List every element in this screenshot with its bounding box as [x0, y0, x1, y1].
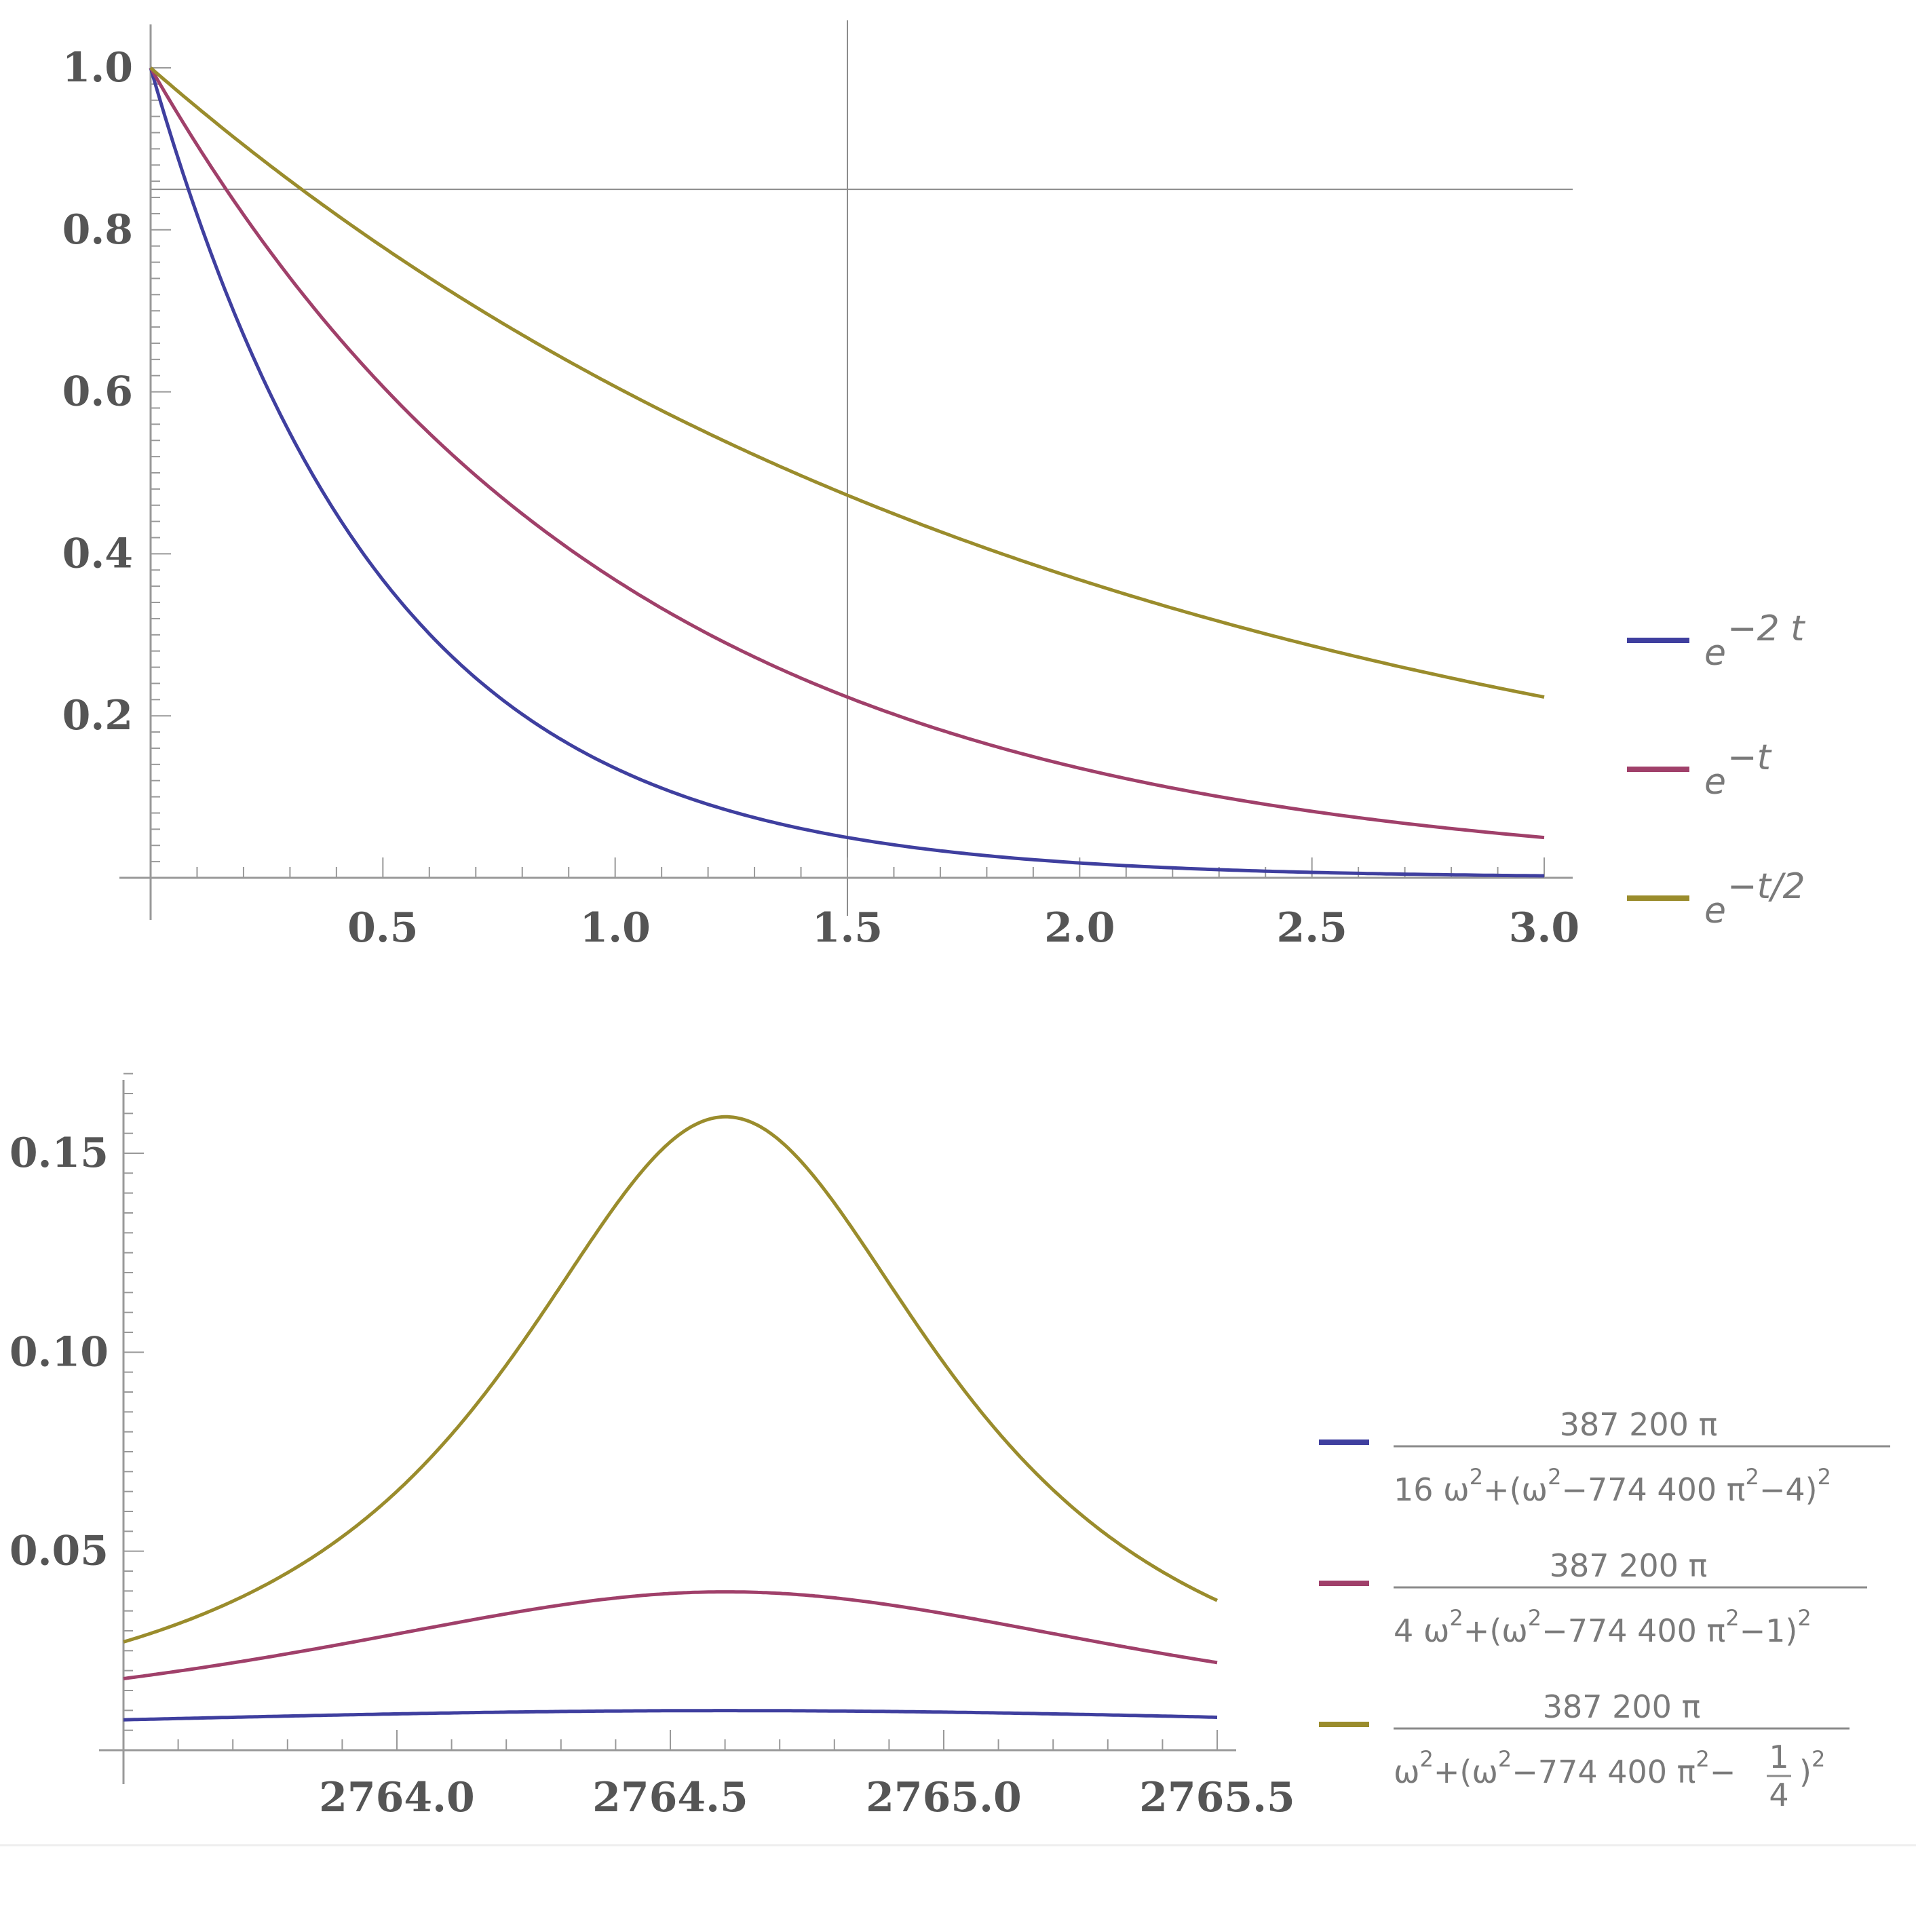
bottom-x-ticks: 2764.0 2764.5 2765.0 2765.5 [177, 1730, 1295, 1821]
y-tick-label: 1.0 [62, 44, 133, 92]
legend-exponent: −t/2 [1727, 866, 1805, 907]
bottom-legend-entry-1: 387 200 π 16 ω2+(ω2−774 400 π2−4)2 [1319, 1406, 1890, 1508]
y-tick-label: 0.8 [62, 206, 133, 254]
top-y-ticks: 0.2 0.4 0.6 0.8 1.0 [62, 44, 171, 863]
x-tick-label: 2764.0 [319, 1774, 475, 1821]
bottom-y-ticks: 0.05 0.10 0.15 [9, 1073, 144, 1731]
x-tick-label: 1.5 [812, 904, 883, 952]
y-tick-label: 0.2 [62, 692, 133, 739]
top-reference-lines [151, 20, 1573, 916]
bottom-legend-entry-2: 387 200 π 4 ω2+(ω2−774 400 π2−1)2 [1319, 1547, 1867, 1649]
top-axes [119, 24, 1573, 920]
fraction-numerator: 1 [1769, 1739, 1788, 1775]
series-line-3 [149, 66, 1545, 699]
x-tick-label: 1.0 [579, 904, 650, 952]
x-tick-label: 2765.5 [1139, 1774, 1295, 1821]
legend-numerator: 387 200 π [1560, 1406, 1718, 1443]
legend-base: e [1704, 633, 1726, 674]
x-tick-label: 3.0 [1509, 904, 1579, 952]
series-line-3 [123, 1115, 1219, 1644]
legend-denominator: 16 ω2+(ω2−774 400 π2−4)2 [1394, 1464, 1831, 1508]
bottom-chart: 2764.0 2764.5 2765.0 2765.5 0.05 0.10 0.15 38… [9, 1073, 1890, 1821]
series-line-2 [149, 66, 1545, 840]
bottom-legend: 387 200 π 16 ω2+(ω2−774 400 π2−4)2 387 2… [1319, 1406, 1890, 1813]
bottom-series-group [123, 1115, 1219, 1722]
legend-denominator: 4 ω2+(ω2−774 400 π2−1)2 [1394, 1605, 1812, 1649]
legend-numerator: 387 200 π [1543, 1688, 1701, 1725]
legend-base: e [1704, 762, 1726, 803]
closing-paren: )2 [1799, 1746, 1825, 1790]
legend-numerator: 387 200 π [1550, 1547, 1708, 1584]
top-legend-entry-1: e −2 t [1627, 608, 1805, 674]
series-line-2 [123, 1590, 1218, 1680]
x-tick-label: 2.5 [1276, 904, 1347, 952]
top-legend-entry-3: e −t/2 [1627, 866, 1805, 931]
x-tick-label: 2.0 [1044, 904, 1115, 952]
y-tick-label: 0.15 [9, 1129, 109, 1177]
y-tick-label: 0.10 [9, 1328, 109, 1376]
y-tick-label: 0.6 [62, 368, 133, 416]
fraction-denominator: 4 [1769, 1777, 1788, 1813]
x-tick-label: 0.5 [347, 904, 418, 952]
top-legend-entry-2: e −t [1627, 737, 1772, 803]
y-tick-label: 0.05 [9, 1528, 109, 1575]
bottom-axes [99, 1080, 1236, 1784]
bottom-legend-entry-3: 387 200 π ω2+(ω2−774 400 π2− 1 4 )2 [1319, 1688, 1850, 1813]
legend-base: e [1704, 891, 1726, 931]
series-line-1 [123, 1709, 1218, 1722]
series-line-1 [149, 67, 1544, 878]
top-legend: e −2 t e −t e −t/2 [1627, 608, 1805, 931]
legend-exponent: −t [1727, 737, 1772, 778]
top-x-ticks: 0.5 1.0 1.5 2.0 2.5 3.0 [196, 857, 1579, 952]
legend-denominator: ω2+(ω2−774 400 π2− [1394, 1746, 1736, 1790]
top-series-group [149, 66, 1545, 878]
y-tick-label: 0.4 [62, 530, 133, 577]
legend-exponent: −2 t [1727, 608, 1805, 649]
x-tick-label: 2765.0 [866, 1774, 1022, 1821]
top-chart: 0.5 1.0 1.5 2.0 2.5 3.0 0.2 0.4 0.6 0.8 1.0 e −2 … [62, 20, 1805, 952]
x-tick-label: 2764.5 [592, 1774, 748, 1821]
